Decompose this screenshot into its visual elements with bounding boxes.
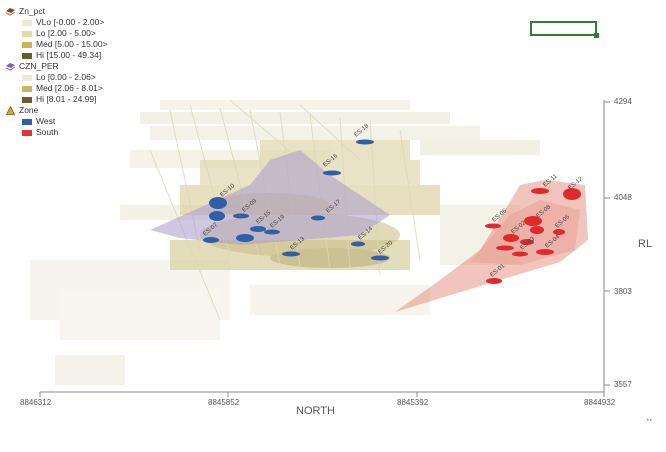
selection-box[interactable]	[530, 21, 599, 38]
legend-swatch	[22, 129, 32, 136]
corner-marker	[647, 419, 652, 421]
resize-handle[interactable]	[594, 33, 599, 38]
rl-axis-title: RL	[638, 238, 653, 250]
legend-item: Med [2.06 - 8.01>	[36, 83, 103, 93]
axis-ticks	[39, 101, 610, 397]
legend-swatch	[22, 96, 32, 103]
layer-icon	[5, 7, 16, 16]
rl-tick-label: 3803	[614, 287, 632, 296]
rl-tick-label: 4294	[614, 97, 632, 106]
legend-group-czn-per: CZN_PER Lo [0.00 - 2.06> Med [2.06 - 8.0…	[5, 61, 108, 105]
legend-group-zn-pct: Zn_pct VLo [-0.00 - 2.00> Lo [2.00 - 5.0…	[5, 6, 108, 61]
legend-swatch	[22, 85, 32, 92]
south-intercepts	[485, 188, 581, 284]
legend-group-title: Zone	[19, 105, 39, 115]
legend-item: Hi [15.00 - 49.34]	[36, 50, 102, 60]
legend-swatch	[22, 41, 32, 48]
legend-item: Lo [2.00 - 5.00>	[36, 28, 96, 38]
north-tick-label: 8845852	[208, 398, 240, 407]
north-tick-label: 8846312	[20, 398, 52, 407]
north-tick-label: 8845392	[397, 398, 429, 407]
north-tick-label: 8844932	[584, 398, 616, 407]
legend-swatch	[22, 74, 32, 81]
legend-group-zone: Zone West South	[5, 105, 108, 138]
layer-icon	[5, 62, 16, 71]
west-zone-shell	[150, 150, 390, 245]
triangle-icon	[5, 105, 16, 115]
legend-panel: Zn_pct VLo [-0.00 - 2.00> Lo [2.00 - 5.0…	[5, 6, 108, 138]
legend-item: West	[36, 116, 56, 126]
legend-swatch	[22, 52, 32, 59]
rl-tick-label: 3557	[614, 380, 632, 389]
legend-item: Lo [0.00 - 2.06>	[36, 72, 96, 82]
legend-swatch	[22, 19, 32, 26]
legend-item: Med [5.00 - 15.00>	[36, 39, 108, 49]
legend-group-title: Zn_pct	[19, 6, 45, 16]
legend-group-title: CZN_PER	[19, 61, 59, 71]
legend-swatch	[22, 118, 32, 125]
north-axis-title: NORTH	[296, 405, 335, 417]
legend-item: Hi [8.01 - 24.99]	[36, 94, 97, 104]
legend-item: VLo [-0.00 - 2.00>	[36, 17, 105, 27]
rl-tick-label: 4048	[614, 193, 632, 202]
legend-item: South	[36, 127, 59, 137]
legend-swatch	[22, 30, 32, 37]
west-intercepts	[203, 139, 389, 261]
